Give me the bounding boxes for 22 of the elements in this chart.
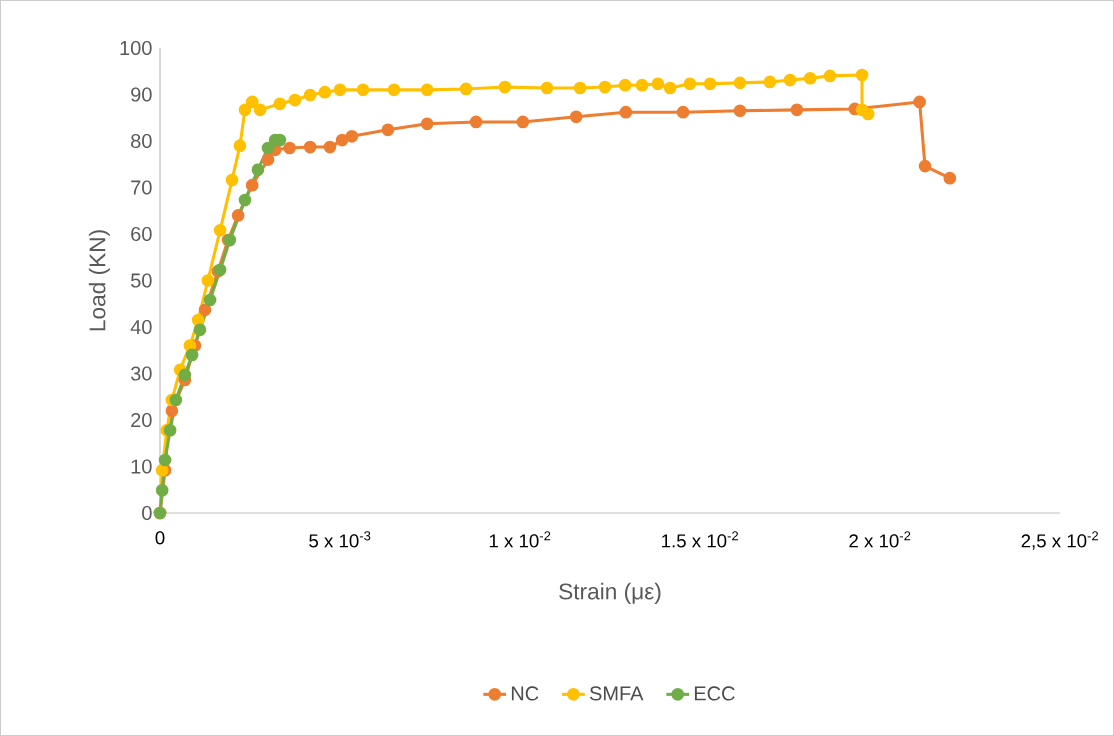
x-tick-label: 5 x 10$^{-3}$: [309, 531, 371, 548]
y-tick-label: 80: [131, 133, 152, 149]
y-tick-label: 60: [131, 226, 152, 242]
y-axis-title: Load (KN): [88, 230, 110, 331]
x-tick-label: 1.5 x 10$^{-2}$: [662, 531, 739, 548]
legend-label: NC: [511, 686, 539, 701]
y-tick-label: 10: [131, 459, 152, 474]
x-tick-label: 1 x 10$^{-2}$: [489, 531, 551, 548]
y-tick-label: 70: [131, 180, 152, 195]
legend-label: ECC: [694, 686, 735, 701]
x-axis-title: Strain (με): [559, 582, 661, 604]
y-tick-label: 20: [131, 412, 152, 428]
y-tick-label: 0: [142, 505, 152, 521]
y-tick-label: 30: [130, 366, 152, 381]
y-tick-label: 50: [131, 273, 152, 288]
y-tick-label: 40: [130, 319, 152, 335]
y-tick-label: 90: [131, 87, 152, 102]
y-tick-label: 100: [120, 40, 152, 56]
x-tick-label: 2,5 x 10$^{-2}$: [1021, 531, 1099, 550]
legend-label: SMFA: [589, 686, 644, 701]
x-tick-label: 2 x 10$^{-2}$: [849, 531, 911, 548]
x-tick-label: 0: [155, 531, 165, 545]
